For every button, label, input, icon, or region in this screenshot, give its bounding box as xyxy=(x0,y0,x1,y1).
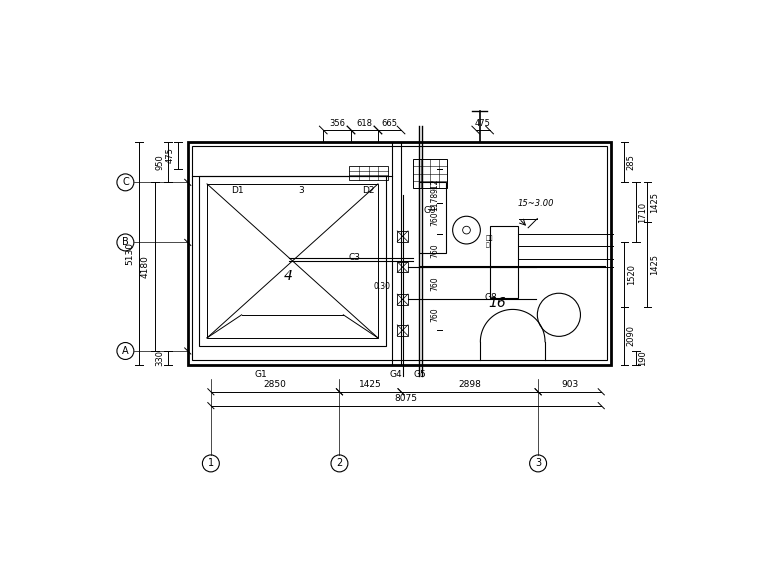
Text: 15~3.00: 15~3.00 xyxy=(518,199,554,207)
Text: 1425: 1425 xyxy=(359,380,382,389)
Text: G4: G4 xyxy=(389,370,402,380)
Text: 3: 3 xyxy=(298,186,304,194)
Text: 1425: 1425 xyxy=(650,192,659,213)
Text: 1520: 1520 xyxy=(627,264,635,285)
Text: 8075: 8075 xyxy=(394,393,417,402)
Text: 1710: 1710 xyxy=(638,202,648,223)
Bar xyxy=(397,231,408,242)
Text: C3: C3 xyxy=(349,253,361,262)
Text: C: C xyxy=(122,177,128,188)
Text: D1: D1 xyxy=(232,186,244,194)
Text: 1178: 1178 xyxy=(431,192,439,211)
Text: 16: 16 xyxy=(489,296,506,310)
Bar xyxy=(397,262,408,272)
Text: 356: 356 xyxy=(329,119,345,128)
Bar xyxy=(419,182,445,253)
Bar xyxy=(192,146,606,360)
Text: 2898: 2898 xyxy=(458,380,481,389)
Bar xyxy=(350,166,388,180)
Text: 1425: 1425 xyxy=(650,254,659,275)
Bar xyxy=(489,226,518,298)
Text: 流量
计: 流量 计 xyxy=(486,235,493,248)
Text: 475: 475 xyxy=(475,119,491,128)
Text: 0.30: 0.30 xyxy=(373,282,391,291)
Text: 285: 285 xyxy=(627,154,635,170)
Text: G9: G9 xyxy=(423,206,436,215)
Text: 1: 1 xyxy=(207,458,214,469)
Bar xyxy=(397,325,408,336)
Text: G8: G8 xyxy=(485,294,498,302)
Text: 2090: 2090 xyxy=(627,325,635,347)
Text: 760: 760 xyxy=(431,307,439,322)
Text: A: A xyxy=(122,346,128,356)
Text: 190: 190 xyxy=(638,350,648,366)
Text: 5130: 5130 xyxy=(125,242,135,264)
Text: 2850: 2850 xyxy=(264,380,287,389)
Text: 475: 475 xyxy=(166,147,175,163)
Bar xyxy=(397,294,408,305)
Text: G5: G5 xyxy=(414,370,426,380)
Text: G1: G1 xyxy=(255,370,268,380)
Text: 760: 760 xyxy=(431,211,439,226)
Text: 912: 912 xyxy=(431,178,439,193)
Text: 2: 2 xyxy=(337,458,343,469)
Text: 3: 3 xyxy=(535,458,541,469)
Text: 903: 903 xyxy=(561,380,578,389)
Text: 618: 618 xyxy=(356,119,372,128)
Text: 760: 760 xyxy=(431,243,439,258)
Text: D2: D2 xyxy=(362,186,374,194)
Text: 4: 4 xyxy=(283,269,293,283)
Bar xyxy=(413,159,447,188)
Text: 760: 760 xyxy=(431,276,439,291)
Text: 665: 665 xyxy=(382,119,397,128)
Text: 330: 330 xyxy=(156,350,165,366)
Bar xyxy=(199,176,385,345)
Text: 950: 950 xyxy=(156,154,165,170)
Text: B: B xyxy=(122,238,128,247)
Text: 4180: 4180 xyxy=(141,255,150,278)
Bar xyxy=(188,141,611,365)
Bar xyxy=(207,184,378,338)
